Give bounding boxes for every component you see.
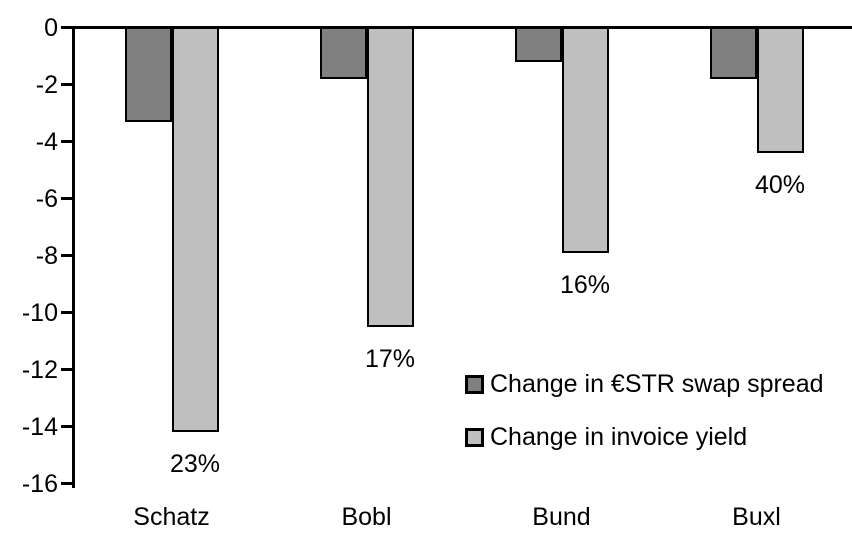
legend-item-invoice-yield: Change in invoice yield: [465, 424, 824, 450]
y-axis-line: [72, 26, 75, 488]
y-axis-label: -12: [21, 355, 58, 384]
x-axis-label: Schatz: [133, 503, 210, 531]
x-axis-label: Bund: [532, 503, 591, 531]
y-axis-label: -10: [21, 298, 58, 327]
legend-item-swap-spread: Change in €STR swap spread: [465, 371, 824, 397]
y-axis-tick: [61, 197, 72, 200]
y-axis-tick: [61, 311, 72, 314]
x-axis-label: Buxl: [732, 503, 781, 531]
y-axis-tick: [61, 482, 72, 485]
bar-change-in-str-swap-spread: [709, 26, 757, 79]
y-axis-label: -6: [35, 184, 58, 213]
bar-value-label: 17%: [364, 344, 416, 373]
x-axis-zero-line: [68, 26, 852, 29]
bar-change-in-str-swap-spread: [514, 26, 562, 62]
legend: Change in €STR swap spread Change in inv…: [465, 371, 824, 450]
y-axis-tick: [61, 254, 72, 257]
bar-change-in-str-swap-spread: [319, 26, 367, 79]
bar-change-in-invoice-yield: [561, 26, 609, 253]
x-axis-label: Bobl: [341, 503, 392, 531]
y-axis-label: -16: [21, 469, 58, 498]
y-axis-tick: [61, 83, 72, 86]
y-axis-label: -8: [35, 241, 58, 270]
legend-label-invoice-yield: Change in invoice yield: [490, 423, 748, 451]
bar-change-in-invoice-yield: [366, 26, 414, 327]
bar-change-in-invoice-yield: [171, 26, 219, 433]
y-axis-label: -4: [35, 127, 58, 156]
y-axis-label: 0: [44, 13, 58, 42]
y-axis-tick: [61, 140, 72, 143]
y-axis-tick: [61, 368, 72, 371]
y-axis-tick: [61, 425, 72, 428]
bar-value-label: 23%: [169, 450, 221, 479]
bar-value-label: 16%: [559, 270, 611, 299]
bar-change-in-invoice-yield: [756, 26, 804, 153]
bar-change-in-str-swap-spread: [124, 26, 172, 122]
bar-value-label: 40%: [754, 170, 806, 199]
y-axis-tick: [61, 26, 72, 29]
y-axis-label: -14: [21, 412, 58, 441]
legend-label-swap-spread: Change in €STR swap spread: [490, 370, 824, 398]
legend-swatch-dark-icon: [465, 374, 484, 394]
y-axis-label: -2: [35, 70, 58, 99]
legend-swatch-light-icon: [465, 427, 484, 447]
